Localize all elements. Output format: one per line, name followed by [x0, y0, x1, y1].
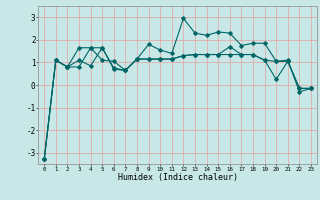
X-axis label: Humidex (Indice chaleur): Humidex (Indice chaleur)	[118, 173, 238, 182]
